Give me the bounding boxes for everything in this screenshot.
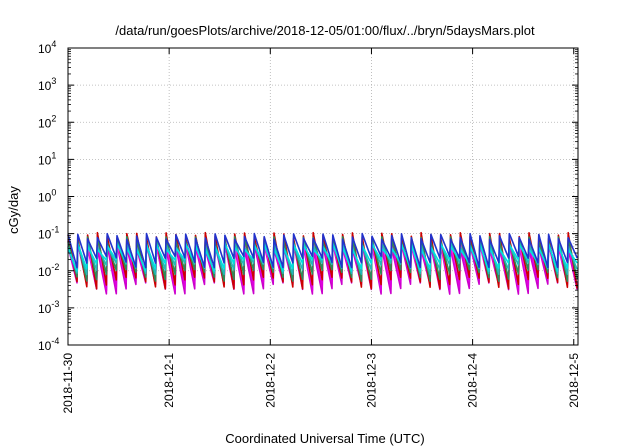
x-tick-label: 2018-12-4	[466, 353, 480, 408]
x-axis-label: Coordinated Universal Time (UTC)	[225, 431, 424, 446]
y-tick-label: 101	[38, 150, 56, 167]
ticks: 10-4 10-3 10-2 10-1 100 101 102 103 104 2018-11-3…	[38, 39, 581, 414]
y-tick-label: 10-4	[38, 336, 59, 353]
series-line	[67, 232, 578, 269]
x-tick-label: 2018-12-3	[364, 353, 378, 408]
y-axis-label: cGy/day	[6, 186, 21, 234]
chart-title: /data/run/goesPlots/archive/2018-12-05/0…	[115, 23, 535, 38]
series-group	[67, 231, 578, 295]
y-tick-label: 100	[38, 188, 56, 205]
y-tick-label: 103	[38, 76, 56, 93]
y-tick-label: 102	[38, 113, 56, 130]
x-tick-label: 2018-12-1	[162, 353, 176, 408]
y-tick-label: 10-1	[38, 225, 59, 242]
y-tick-label: 10-3	[38, 299, 59, 316]
grid	[68, 48, 578, 345]
x-tick-label: 2018-12-2	[263, 353, 277, 408]
x-tick-label: 2018-12-5	[567, 353, 581, 408]
y-tick-label: 10-2	[38, 262, 59, 279]
y-tick-label: 104	[38, 39, 56, 56]
x-tick-label: 2018-11-30	[61, 353, 75, 414]
